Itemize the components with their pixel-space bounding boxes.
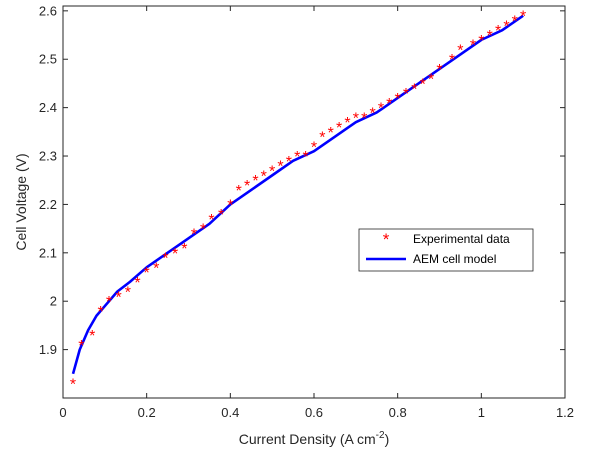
experimental-data-point: * <box>344 115 350 132</box>
x-tick-label: 1.2 <box>556 405 574 420</box>
experimental-data-point: * <box>191 226 197 243</box>
y-tick-label: 2.3 <box>39 149 57 164</box>
experimental-data-point: * <box>411 81 417 98</box>
experimental-data-point: * <box>520 9 526 26</box>
legend-label-model: AEM cell model <box>413 252 496 266</box>
y-tick-label: 2 <box>50 294 57 309</box>
y-tick-label: 2.4 <box>39 100 57 115</box>
x-tick-label: 0.6 <box>305 405 323 420</box>
experimental-data-point: * <box>172 246 178 263</box>
experimental-data-point: * <box>294 149 300 166</box>
experimental-data-point: * <box>227 197 233 214</box>
experimental-data-point: * <box>503 18 509 35</box>
experimental-data-point: * <box>277 159 283 176</box>
experimental-data-point: * <box>353 110 359 127</box>
experimental-data-point: * <box>303 149 309 166</box>
experimental-data-point: * <box>420 76 426 93</box>
experimental-data-point: * <box>78 338 84 355</box>
experimental-data-point: * <box>106 294 112 311</box>
experimental-data-point: * <box>386 96 392 113</box>
experimental-data-point: * <box>428 72 434 89</box>
legend-box <box>358 228 534 272</box>
experimental-data-point: * <box>144 265 150 282</box>
x-tick-label: 0.8 <box>389 405 407 420</box>
experimental-data-point: * <box>512 14 518 31</box>
experimental-data-point: * <box>319 130 325 147</box>
experimental-data-point: * <box>98 304 104 321</box>
data-layer: ***** * *** ** * ** ** *** * * * * * * * *** * * * * * * * * * * *… <box>70 9 526 394</box>
experimental-data-point: * <box>218 207 224 224</box>
legend-marker-experimental: * <box>383 230 390 249</box>
x-tick-label: 0 <box>59 405 66 420</box>
experimental-data-point: * <box>403 86 409 103</box>
experimental-data-point: * <box>269 164 275 181</box>
experimental-data-point: * <box>487 28 493 45</box>
y-tick-label: 1.9 <box>39 342 57 357</box>
x-axis-label: Current Density (A cm-2) <box>239 430 390 447</box>
experimental-data-point: * <box>70 376 76 393</box>
experimental-data-point: * <box>236 183 242 200</box>
experimental-data-point: * <box>470 38 476 55</box>
experimental-data-point: * <box>449 52 455 69</box>
experimental-data-point: * <box>89 328 95 345</box>
experimental-data-point: * <box>200 222 206 239</box>
experimental-data-point: * <box>457 43 463 60</box>
experimental-data-point: * <box>395 91 401 108</box>
experimental-data-point: * <box>208 212 214 229</box>
y-tick-label: 2.6 <box>39 3 57 18</box>
experimental-data-point: * <box>252 173 258 190</box>
y-tick-label: 2.5 <box>39 52 57 67</box>
experimental-data-point: * <box>244 178 250 195</box>
experimental-data-point: * <box>125 285 131 302</box>
experimental-data-point: * <box>361 110 367 127</box>
experimental-data-point: * <box>116 289 122 306</box>
x-tick-label: 0.4 <box>221 405 239 420</box>
model-series-line <box>71 14 524 375</box>
x-tick-label: 0.2 <box>138 405 156 420</box>
experimental-data-point: * <box>369 105 375 122</box>
experimental-data-point: * <box>286 154 292 171</box>
experimental-data-point: * <box>134 275 140 292</box>
x-tick-label: 1 <box>478 405 485 420</box>
experimental-data-point: * <box>261 168 267 185</box>
experimental-data-point: * <box>328 125 334 142</box>
experimental-data-point: * <box>336 120 342 137</box>
experimental-data-point: * <box>495 23 501 40</box>
experimental-data-point: * <box>162 251 168 268</box>
y-axis-label: Cell Voltage (V) <box>13 153 29 250</box>
experimental-data-point: * <box>311 139 317 156</box>
y-tick-label: 2.2 <box>39 197 57 212</box>
experimental-data-point: * <box>378 101 384 118</box>
plot-area <box>63 6 565 398</box>
legend-label-experimental: Experimental data <box>413 232 510 246</box>
experimental-data-point: * <box>181 241 187 258</box>
experimental-data-point: * <box>478 33 484 50</box>
legend: * Experimental data AEM cell model <box>358 228 534 272</box>
experimental-data-point: * <box>153 260 159 277</box>
axes-box <box>62 5 566 399</box>
y-tick-label: 2.1 <box>39 245 57 260</box>
experimental-data-point: * <box>436 62 442 79</box>
